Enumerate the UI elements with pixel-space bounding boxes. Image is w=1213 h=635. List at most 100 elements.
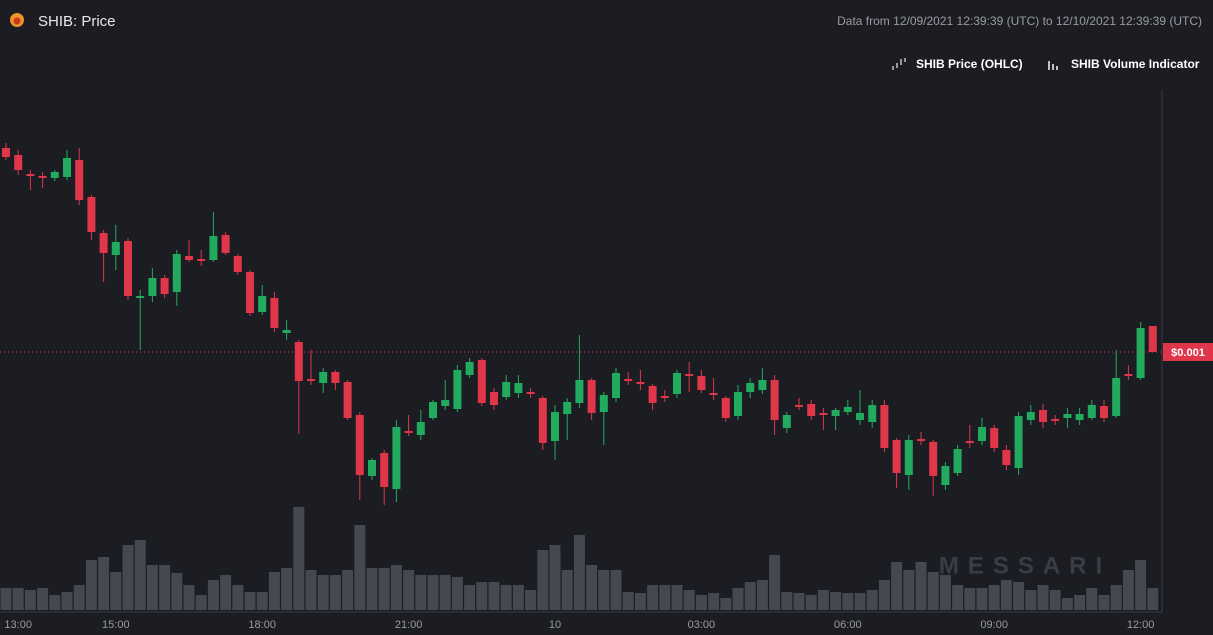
- volume-bar: [134, 540, 146, 610]
- candle-body: [868, 405, 877, 422]
- candle-body: [197, 259, 206, 261]
- volume-bar: [403, 570, 415, 610]
- volume-bar: [37, 588, 49, 610]
- candle-body: [673, 373, 681, 394]
- volume-bar: [903, 570, 915, 610]
- candle-body: [624, 379, 633, 381]
- candle-body: [770, 380, 779, 420]
- candle-body: [392, 427, 401, 489]
- legend-entry[interactable]: SHIB Price (OHLC): [916, 57, 1023, 71]
- candle-body: [917, 439, 925, 441]
- candle-body: [160, 278, 169, 294]
- volume-bar: [1122, 570, 1134, 610]
- volume-bar: [305, 570, 317, 610]
- volume-bar: [232, 585, 244, 610]
- candle-body: [136, 296, 145, 298]
- candle-body: [38, 176, 47, 178]
- candle-body: [819, 413, 828, 415]
- volume-bar: [500, 585, 512, 610]
- volume-bar: [805, 595, 817, 610]
- candle-body: [14, 155, 23, 170]
- candle-body: [294, 342, 303, 381]
- candle-body: [1026, 412, 1035, 420]
- candle-body: [1002, 450, 1011, 465]
- volume-bar: [0, 588, 12, 610]
- volume-bar: [488, 582, 500, 610]
- volume-bar: [159, 565, 171, 610]
- candle-body: [1039, 410, 1047, 422]
- volume-bar: [1110, 585, 1122, 610]
- x-tick-label: 21:00: [395, 619, 423, 631]
- volume-bar: [695, 595, 707, 610]
- candle-body: [953, 449, 962, 473]
- volume-bar: [525, 590, 537, 610]
- volume-bar: [183, 585, 195, 610]
- volume-bar: [342, 570, 354, 610]
- volume-bar: [354, 525, 366, 610]
- candle-body: [697, 376, 706, 390]
- volume-bar: [512, 585, 524, 610]
- candle-body: [685, 374, 694, 376]
- candle-body: [233, 256, 242, 272]
- candle-body: [75, 160, 84, 200]
- volume-bar: [1013, 582, 1025, 610]
- volume-bar: [1086, 588, 1098, 610]
- volume-bar: [586, 565, 598, 610]
- candle-body: [124, 241, 132, 296]
- volume-bar: [634, 593, 646, 610]
- legend-entry[interactable]: SHIB Volume Indicator: [1071, 57, 1200, 71]
- candle-body: [282, 330, 291, 333]
- volume-bar: [830, 592, 842, 610]
- candle-body: [709, 393, 718, 395]
- volume-bar: [671, 585, 683, 610]
- volume-bar: [817, 590, 829, 610]
- volume-bar: [854, 593, 866, 610]
- volume-bar: [927, 572, 939, 610]
- volume-bar: [659, 585, 671, 610]
- volume-bar: [952, 585, 964, 610]
- x-tick-label: 03:00: [688, 619, 716, 631]
- volume-bar: [85, 560, 97, 610]
- chart-title: SHIB: Price: [38, 13, 116, 30]
- legend-ohlc-icon: [892, 58, 906, 70]
- candle-body: [1063, 414, 1072, 418]
- volume-bar: [256, 592, 268, 610]
- volume-bar: [781, 592, 793, 610]
- volume-bar: [366, 568, 378, 610]
- x-tick-label: 13:00: [4, 619, 32, 631]
- last-price-box: [1163, 343, 1213, 361]
- volume-bar: [720, 598, 732, 610]
- volume-bar: [317, 575, 329, 610]
- volume-bar: [708, 593, 720, 610]
- volume-bar: [220, 575, 232, 610]
- volume-bar: [964, 588, 976, 610]
- candle-body: [782, 415, 791, 428]
- volume-bar: [647, 585, 659, 610]
- volume-bar: [1135, 560, 1147, 610]
- volume-bar: [610, 570, 622, 610]
- volume-bar: [744, 582, 756, 610]
- volume-bar: [793, 593, 805, 610]
- volume-bar: [268, 572, 280, 610]
- candle-body: [441, 400, 450, 406]
- volume-bar: [293, 507, 305, 610]
- candle-body: [514, 383, 523, 393]
- volume-bar: [1000, 580, 1012, 610]
- volume-bar: [891, 562, 903, 610]
- volume-bar: [1037, 585, 1049, 610]
- volume-bar: [73, 585, 85, 610]
- candle-body: [502, 382, 511, 397]
- candle-body: [660, 396, 669, 398]
- candle-body: [185, 256, 193, 260]
- volume-bar: [24, 590, 36, 610]
- volume-bar: [1025, 590, 1037, 610]
- candle-body: [307, 379, 315, 381]
- volume-bar: [976, 588, 988, 610]
- candle-body: [721, 398, 730, 418]
- volume-bar: [1098, 595, 1110, 610]
- candle-body: [1136, 328, 1145, 378]
- volume-bar: [439, 575, 451, 610]
- candle-body: [575, 380, 584, 403]
- candle-body: [380, 453, 389, 487]
